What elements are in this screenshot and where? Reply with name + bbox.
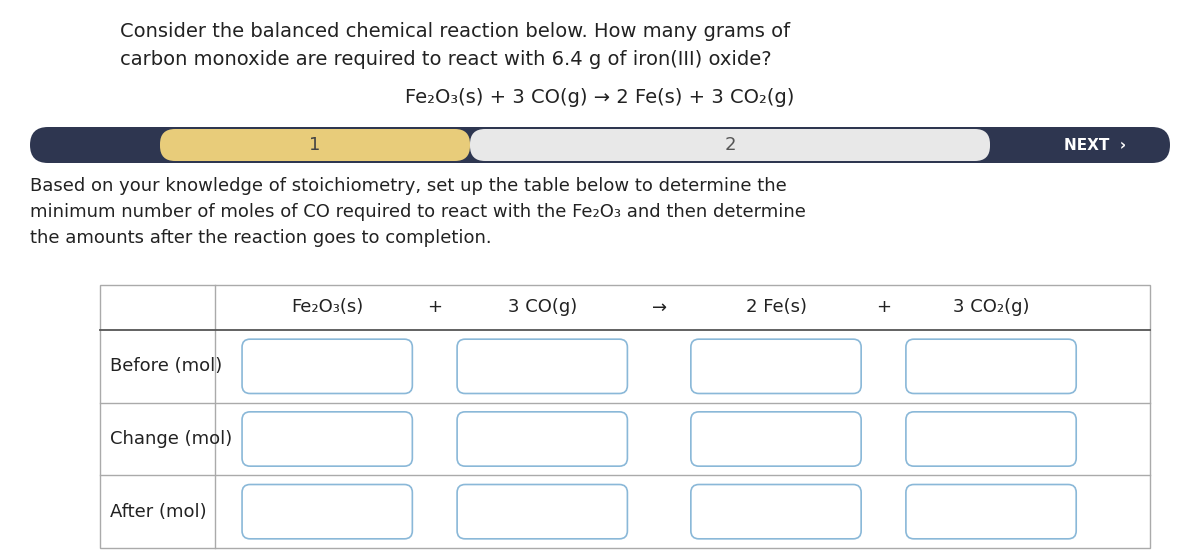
FancyBboxPatch shape <box>457 485 628 539</box>
FancyBboxPatch shape <box>691 339 862 394</box>
FancyBboxPatch shape <box>30 127 1170 163</box>
FancyBboxPatch shape <box>457 339 628 394</box>
Text: Based on your knowledge of stoichiometry, set up the table below to determine th: Based on your knowledge of stoichiometry… <box>30 177 787 195</box>
Text: the amounts after the reaction goes to completion.: the amounts after the reaction goes to c… <box>30 229 492 247</box>
FancyBboxPatch shape <box>470 129 990 161</box>
FancyBboxPatch shape <box>457 412 628 466</box>
Text: 2 Fe(s): 2 Fe(s) <box>745 299 806 316</box>
FancyBboxPatch shape <box>691 485 862 539</box>
Text: Fe₂O₃(s): Fe₂O₃(s) <box>292 299 364 316</box>
Text: Before (mol): Before (mol) <box>110 357 222 375</box>
Text: 3 CO(g): 3 CO(g) <box>508 299 577 316</box>
Text: 2: 2 <box>725 136 736 154</box>
Text: carbon monoxide are required to react with 6.4 g of iron(III) oxide?: carbon monoxide are required to react wi… <box>120 50 772 69</box>
Text: +: + <box>876 299 892 316</box>
Text: →: → <box>652 299 667 316</box>
Text: +: + <box>427 299 443 316</box>
FancyBboxPatch shape <box>691 412 862 466</box>
Text: Fe₂O₃(s) + 3 CO(g) → 2 Fe(s) + 3 CO₂(g): Fe₂O₃(s) + 3 CO(g) → 2 Fe(s) + 3 CO₂(g) <box>406 88 794 107</box>
FancyBboxPatch shape <box>242 339 413 394</box>
Text: After (mol): After (mol) <box>110 503 206 521</box>
FancyBboxPatch shape <box>906 412 1076 466</box>
Text: Consider the balanced chemical reaction below. How many grams of: Consider the balanced chemical reaction … <box>120 22 790 41</box>
Text: 1: 1 <box>310 136 320 154</box>
Text: Change (mol): Change (mol) <box>110 430 233 448</box>
FancyBboxPatch shape <box>242 485 413 539</box>
FancyBboxPatch shape <box>906 485 1076 539</box>
FancyBboxPatch shape <box>242 412 413 466</box>
Text: 3 CO₂(g): 3 CO₂(g) <box>953 299 1030 316</box>
FancyBboxPatch shape <box>906 339 1076 394</box>
FancyBboxPatch shape <box>160 129 470 161</box>
Text: NEXT  ›: NEXT › <box>1064 137 1126 152</box>
Text: minimum number of moles of CO required to react with the Fe₂O₃ and then determin: minimum number of moles of CO required t… <box>30 203 806 221</box>
